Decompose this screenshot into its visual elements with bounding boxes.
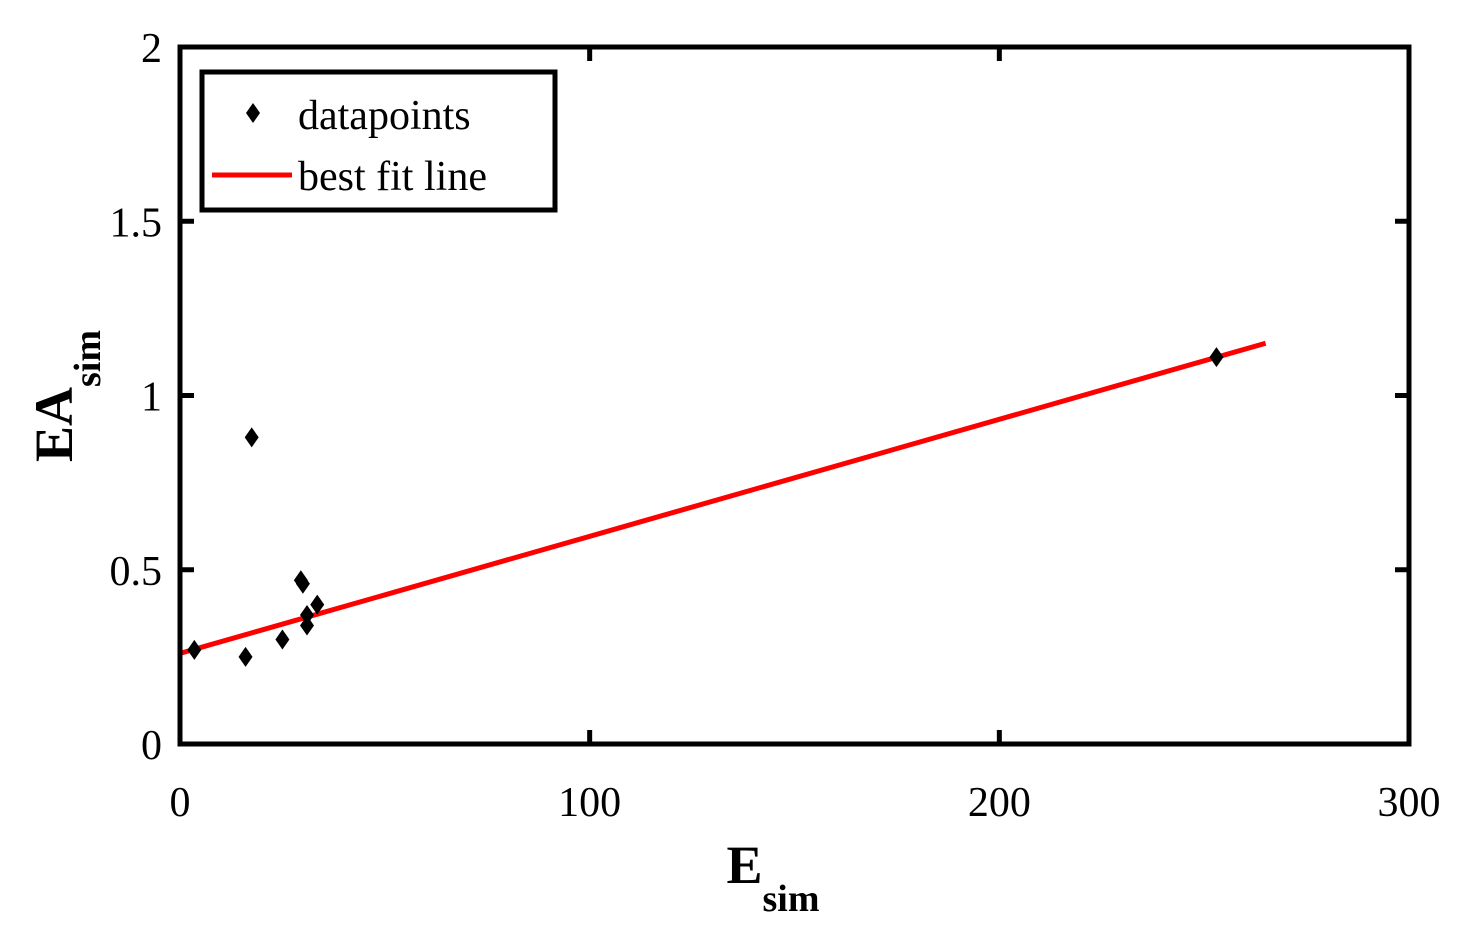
legend-marker-diamond-icon [246, 103, 260, 123]
data-point [310, 594, 325, 615]
data-point [299, 615, 314, 636]
x-axis-label: Esim [726, 835, 819, 920]
x-tick-label: 0 [170, 780, 191, 826]
legend-label-best-fit-line: best fit line [298, 154, 487, 200]
x-tick-label: 100 [558, 780, 621, 826]
legend-label-datapoints: datapoints [298, 93, 471, 139]
y-axis-label-main: EA [24, 387, 84, 462]
best-fit-line [179, 340, 1267, 656]
x-tick-label: 200 [968, 780, 1031, 826]
data-point [275, 629, 290, 650]
data-point [238, 646, 253, 667]
legend: datapoints best fit line [199, 69, 558, 213]
y-tick-label: 2 [141, 26, 162, 72]
y-tick-label: 1 [141, 375, 162, 421]
x-axis-label-main: E [726, 835, 762, 895]
y-tick-label: 0 [141, 723, 162, 769]
y-tick-label: 1.5 [110, 200, 163, 246]
plot-frame [177, 44, 1412, 747]
tick-labels-layer: 0 100 200 300 0 0.5 1 1.5 2 [110, 26, 1441, 826]
data-point [299, 605, 314, 626]
data-point [1209, 347, 1224, 368]
y-axis-label: EAsim [24, 330, 109, 462]
points-layer [187, 347, 1224, 667]
legend-box [199, 69, 558, 213]
data-point [187, 639, 202, 660]
x-tick-label: 300 [1378, 780, 1441, 826]
line-layer [179, 340, 1267, 656]
data-point [244, 427, 259, 448]
y-axis-label-sub: sim [67, 330, 109, 387]
y-tick-label: 0.5 [110, 549, 163, 595]
data-point [295, 573, 310, 594]
x-axis-label-sub: sim [763, 878, 820, 920]
